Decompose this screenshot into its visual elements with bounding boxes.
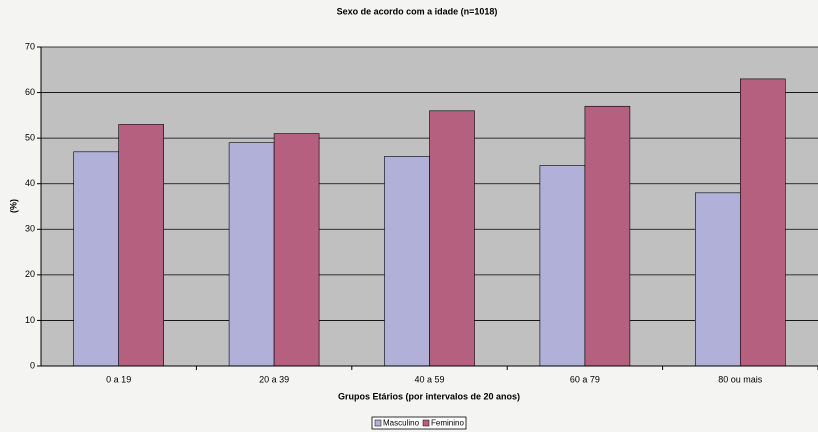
- y-axis-label: (%): [8, 199, 18, 213]
- legend-box: [371, 416, 467, 430]
- x-tick-label: 40 a 59: [414, 374, 444, 384]
- bar: [739, 78, 786, 367]
- x-axis-label: Grupos Etários (por intervalos de 20 ano…: [338, 391, 520, 401]
- bar: [694, 192, 741, 367]
- y-tick-label: 0: [30, 360, 35, 370]
- y-tick-label: 70: [25, 41, 35, 51]
- bar: [228, 142, 275, 367]
- bar: [539, 165, 586, 367]
- y-tick-label: 10: [25, 315, 35, 325]
- x-tick-label: 60 a 79: [570, 374, 600, 384]
- legend-swatch: [422, 419, 430, 427]
- bar: [429, 110, 475, 367]
- y-tick-label: 50: [25, 133, 35, 143]
- y-tick-label: 60: [25, 87, 35, 97]
- legend-label: Feminino: [431, 419, 464, 428]
- legend-label: Masculino: [383, 419, 420, 428]
- y-tick-label: 30: [25, 224, 35, 234]
- bar: [273, 133, 320, 367]
- bar: [384, 156, 430, 367]
- x-tick-label: 80 ou mais: [718, 374, 763, 384]
- y-tick-label: 20: [25, 269, 35, 279]
- bar: [118, 124, 164, 367]
- y-tick-label: 40: [25, 178, 35, 188]
- bar: [584, 105, 631, 367]
- x-tick-label: 20 a 39: [259, 374, 289, 384]
- x-tick-label: 0 a 19: [106, 374, 131, 384]
- bar: [73, 151, 119, 367]
- chart-title: Sexo de acordo com a idade (n=1018): [337, 6, 498, 16]
- legend-swatch: [374, 419, 382, 427]
